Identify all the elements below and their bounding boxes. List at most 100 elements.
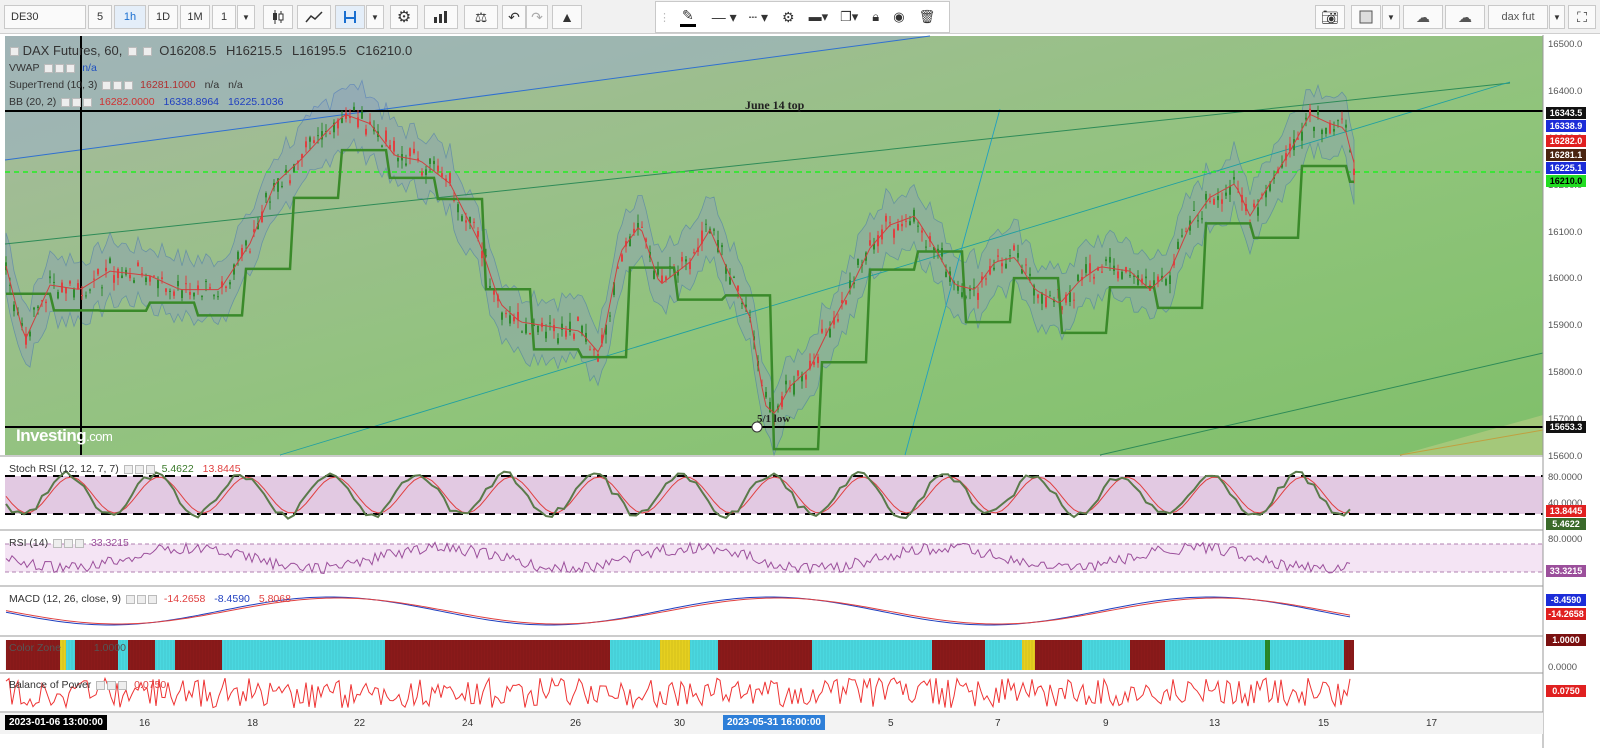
candle-body (485, 255, 487, 257)
collapse-icon[interactable] (10, 47, 19, 57)
studies-button[interactable] (424, 5, 458, 29)
channel-line-upper (4, 35, 931, 161)
interval-1d-button[interactable]: 1D (148, 5, 178, 29)
drawing-tools-button[interactable] (335, 5, 365, 29)
line-style-icon[interactable]: — ▾ (711, 8, 737, 25)
candle-body (473, 221, 475, 223)
vwap-value: n/a (82, 62, 97, 74)
candle-body (409, 148, 411, 157)
candle-body (1017, 253, 1019, 258)
eye-icon[interactable] (107, 680, 117, 690)
settings-icon[interactable] (61, 97, 71, 107)
eye-icon[interactable] (136, 594, 146, 604)
close-icon[interactable] (147, 594, 157, 604)
candle-body (561, 323, 563, 330)
eye-icon[interactable] (134, 464, 144, 474)
bb-lower-value: 16225.1036 (227, 96, 284, 108)
annotation-june-top[interactable]: June 14 top (745, 98, 805, 112)
stoch-k-value: 5.4622 (161, 463, 194, 475)
candle-body (1137, 275, 1139, 285)
interval-5m-button[interactable]: 5 (88, 5, 112, 29)
close-icon[interactable] (66, 63, 76, 73)
save-cloud-button[interactable]: ☁ (1445, 5, 1485, 29)
candle-body (801, 374, 803, 382)
eye-icon[interactable] (55, 63, 65, 73)
chart-container[interactable]: DAX Futures, 60, O16208.5 H16215.5 L1619… (0, 35, 1600, 748)
candle-body (1221, 199, 1223, 204)
color-zone-segment (828, 640, 932, 670)
price-label-low: 15653.3 (1546, 421, 1586, 433)
layout-dropdown[interactable]: ▼ (1382, 5, 1400, 29)
settings-icon[interactable] (102, 80, 112, 90)
candle-body (109, 258, 111, 264)
candle-body (181, 290, 183, 298)
lock-icon[interactable]: 🔒︎ (872, 9, 880, 24)
interval-1m-button[interactable]: 1M (180, 5, 210, 29)
close-icon[interactable] (145, 464, 155, 474)
candlestick-type-button[interactable] (263, 5, 293, 29)
clone-icon[interactable]: ❐▾ (840, 9, 859, 24)
settings-icon[interactable] (53, 538, 63, 548)
stoch-tick-40: 40.0000 (1548, 498, 1583, 509)
redo-button[interactable]: ↷ (526, 5, 548, 29)
settings-button[interactable]: ⚙ (390, 5, 418, 29)
screenshot-button[interactable]: 📷︎ (1315, 5, 1345, 29)
candle-body (797, 370, 799, 376)
settings-icon[interactable] (44, 63, 54, 73)
interval-count-field[interactable]: 1 (212, 5, 236, 29)
close-icon[interactable] (124, 80, 134, 90)
trash-icon[interactable]: 🗑︎ (918, 9, 936, 24)
undo-button[interactable]: ↶ (502, 5, 526, 29)
bb-middle-line (5, 113, 1355, 414)
chart-name-field[interactable]: dax fut (1488, 5, 1548, 29)
candle-body (1009, 255, 1011, 257)
close-icon[interactable] (83, 97, 93, 107)
candle-body (157, 279, 159, 289)
load-cloud-button[interactable]: ☁ (1403, 5, 1443, 29)
colorzone-name: Color Zone (9, 642, 61, 654)
eye-icon[interactable] (64, 538, 74, 548)
rsi-value: 33.3215 (90, 537, 129, 549)
close-icon[interactable] (118, 680, 128, 690)
date-tick: 22 (354, 718, 366, 729)
candle-body (281, 185, 283, 187)
candle-body (537, 325, 539, 333)
indicators-button[interactable] (297, 5, 331, 29)
eye-icon[interactable] (72, 97, 82, 107)
chart-name-dropdown[interactable]: ▼ (1549, 5, 1565, 29)
interval-1h-button[interactable]: 1h (114, 5, 146, 29)
settings-icon[interactable] (125, 594, 135, 604)
fork-icon (342, 9, 358, 25)
settings-icon[interactable] (96, 680, 106, 690)
close-icon[interactable] (75, 538, 85, 548)
interval-dropdown[interactable]: ▼ (237, 5, 255, 29)
annotation-low[interactable]: 5/1 low (757, 413, 791, 425)
compare-button[interactable]: ⚖ (464, 5, 498, 29)
candle-body (857, 258, 859, 265)
camera-icon: 📷︎ (1321, 8, 1339, 25)
symbol-text: DE30 (11, 11, 39, 23)
macd-signal-line (5, 597, 1351, 625)
settings-icon[interactable] (127, 47, 137, 57)
template-icon[interactable]: ▬▾ (808, 9, 829, 24)
supertrend-legend: SuperTrend (10, 3) 16281.1000 n/a n/a (9, 79, 243, 91)
chart-canvas[interactable] (0, 35, 1600, 748)
dash-style-icon[interactable]: ┄ ▾ (748, 8, 769, 25)
pencil-icon[interactable]: ✎ (680, 7, 696, 27)
layout-button[interactable] (1351, 5, 1381, 29)
settings-icon[interactable] (123, 464, 133, 474)
symbol-input[interactable]: DE30 (4, 5, 86, 29)
drawing-tools-dropdown[interactable]: ▼ (366, 5, 384, 29)
eye-icon[interactable] (113, 80, 123, 90)
eye-icon[interactable]: ◉ (893, 9, 905, 24)
candle-body (637, 222, 639, 230)
alert-button[interactable]: ▲ (552, 5, 582, 29)
candle-body (1165, 279, 1167, 286)
drag-handle-icon[interactable]: ⋮ (659, 11, 670, 24)
fullscreen-button[interactable]: ⛶ (1568, 5, 1596, 29)
color-zone-segment (932, 640, 985, 670)
close-icon[interactable] (142, 47, 152, 57)
candle-body (1341, 118, 1343, 120)
gear-icon[interactable]: ⚙ (782, 8, 795, 25)
candle-body (81, 295, 83, 297)
